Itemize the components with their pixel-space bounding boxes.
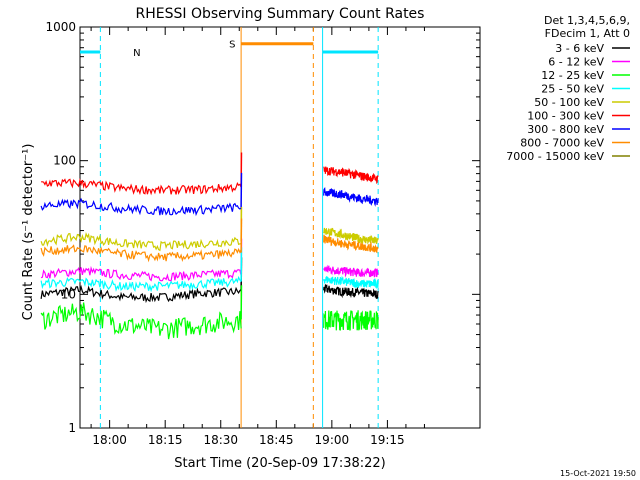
footer-timestamp: 15-Oct-2021 19:50	[560, 469, 636, 478]
y-axis-label: Count Rate (s⁻¹ detector⁻¹)	[21, 144, 36, 321]
x-axis-label: Start Time (20-Sep-09 17:38:22)	[174, 456, 385, 471]
y-tick-label: 100	[53, 154, 76, 168]
series-line	[40, 231, 242, 252]
series-line	[323, 186, 379, 207]
legend-label: 100 - 300 keV	[527, 110, 604, 123]
legend-label: 50 - 100 keV	[534, 96, 604, 109]
legend-header-line-1: Det 1,3,4,5,6,9,	[544, 14, 630, 27]
x-tick-label: 19:00	[315, 433, 350, 447]
legend-header-line-2: FDecim 1, Att 0	[545, 27, 630, 40]
series-line	[40, 284, 242, 304]
x-tick-label: 19:15	[370, 433, 405, 447]
series-line	[323, 264, 379, 278]
series-line	[41, 177, 242, 196]
plot-frame	[79, 26, 481, 429]
series-line	[40, 265, 242, 282]
series-line	[323, 166, 379, 185]
legend-label: 25 - 50 keV	[541, 83, 604, 96]
series-line	[323, 275, 379, 290]
y-tick-label: 1	[68, 421, 76, 435]
legend-label: 7000 - 15000 keV	[506, 150, 604, 163]
x-tick-label: 18:15	[148, 433, 183, 447]
y-tick-label: 1000	[45, 20, 76, 34]
series-line	[323, 284, 379, 299]
series-line	[40, 275, 242, 293]
series-line	[323, 310, 379, 331]
chart-title: RHESSI Observing Summary Count Rates	[136, 6, 425, 22]
x-tick-label: 18:30	[203, 433, 238, 447]
marker-label: N	[133, 48, 140, 59]
series-line	[40, 302, 242, 340]
x-tick-label: 18:45	[259, 433, 294, 447]
legend-label: 6 - 12 keV	[548, 56, 604, 69]
legend-label: 3 - 6 keV	[555, 42, 604, 55]
legend-label: 800 - 7000 keV	[520, 137, 604, 150]
x-tick-label: 18:00	[92, 433, 127, 447]
legend-label: 12 - 25 keV	[541, 69, 604, 82]
series-line	[323, 227, 379, 245]
marker-label: S	[229, 40, 235, 51]
series-line	[323, 234, 379, 254]
legend-label: 300 - 800 keV	[527, 123, 604, 136]
series-line	[40, 197, 242, 217]
series-line	[40, 244, 242, 263]
